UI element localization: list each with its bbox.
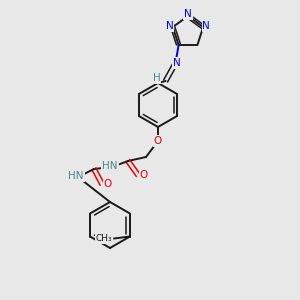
Text: O: O bbox=[154, 136, 162, 146]
Text: O: O bbox=[104, 179, 112, 189]
Text: O: O bbox=[140, 170, 148, 180]
Text: N: N bbox=[184, 9, 192, 19]
Text: CH₃: CH₃ bbox=[96, 234, 112, 243]
Text: N: N bbox=[202, 21, 210, 31]
Text: HN: HN bbox=[68, 171, 84, 181]
Text: N: N bbox=[173, 58, 181, 68]
Text: H: H bbox=[153, 73, 160, 83]
Text: N: N bbox=[166, 21, 174, 31]
Text: HN: HN bbox=[102, 161, 118, 171]
